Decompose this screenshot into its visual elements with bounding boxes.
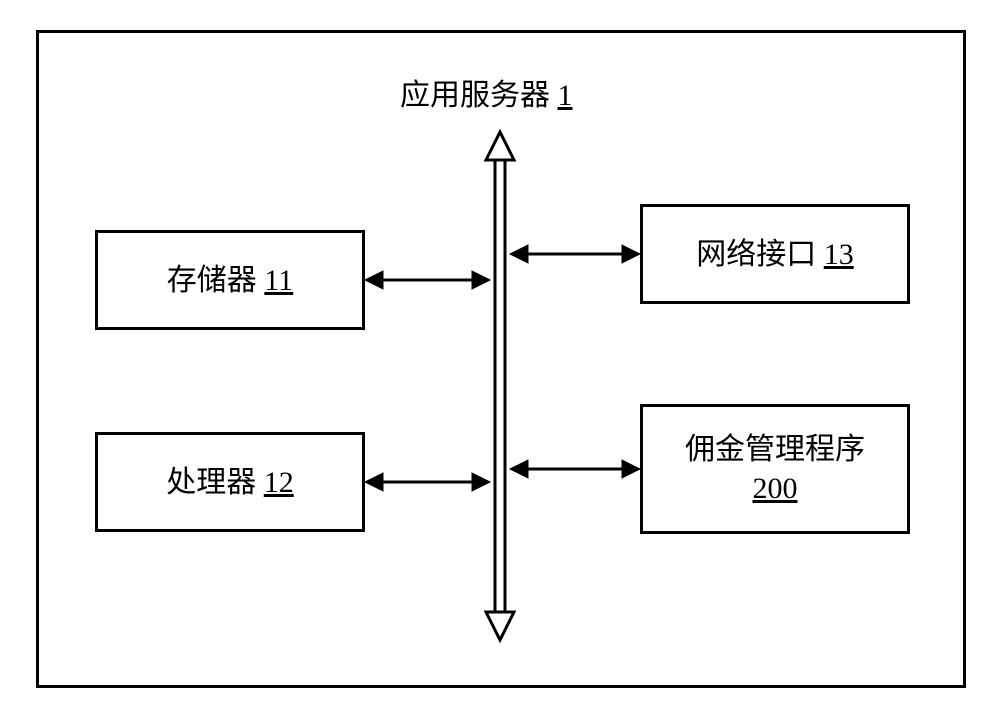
node-network-interface: 网络接口 13 (640, 204, 910, 304)
node-storage: 存储器 11 (95, 230, 365, 330)
node-commission-program: 佣金管理程序 200 (640, 404, 910, 534)
outer-frame (36, 30, 966, 688)
node-label-text: 佣金管理程序 (685, 433, 865, 466)
node-label-number: 11 (264, 264, 293, 297)
node-label: 网络接口 13 (696, 235, 854, 274)
diagram-title: 应用服务器 1 (400, 70, 573, 114)
node-label-number: 12 (264, 466, 294, 499)
node-label-text: 网络接口 (696, 238, 824, 271)
node-label-text: 处理器 (166, 466, 264, 499)
node-label: 处理器 12 (166, 463, 294, 502)
diagram-canvas: 应用服务器 1 存储器 11 处理器 12 网络接口 13 佣金管理程序 200 (0, 0, 1000, 716)
node-label-number: 200 (753, 472, 798, 505)
node-processor: 处理器 12 (95, 432, 365, 532)
node-label: 佣金管理程序 200 (685, 430, 865, 508)
title-number: 1 (558, 79, 573, 112)
node-label-text: 存储器 (167, 264, 265, 297)
node-label: 存储器 11 (167, 261, 293, 300)
node-label-number: 13 (824, 238, 854, 271)
title-text: 应用服务器 (400, 79, 558, 112)
